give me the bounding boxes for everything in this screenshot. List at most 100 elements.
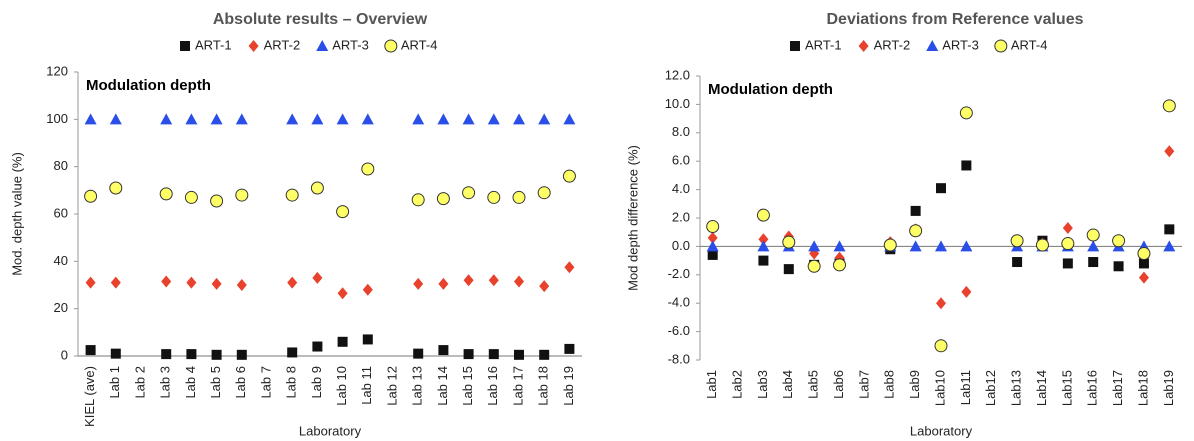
data-point xyxy=(1012,257,1023,268)
data-point xyxy=(462,186,476,200)
data-point xyxy=(539,280,550,293)
data-point xyxy=(512,190,526,204)
data-point xyxy=(311,113,324,125)
data-point xyxy=(286,113,299,125)
x-tick-label: Lab14 xyxy=(1034,370,1049,406)
annotation: Modulation depth xyxy=(708,81,833,98)
data-point xyxy=(463,349,474,360)
data-point xyxy=(961,160,972,171)
legend-marker xyxy=(316,40,329,51)
data-point xyxy=(758,233,769,246)
data-point xyxy=(210,194,224,208)
x-tick-label: Lab 11 xyxy=(359,366,374,405)
legend-marker xyxy=(926,40,939,51)
legend-label: ART-4 xyxy=(401,37,438,52)
x-tick-label: Lab 15 xyxy=(460,366,475,406)
data-point xyxy=(185,113,198,125)
data-point xyxy=(1112,234,1126,248)
data-point xyxy=(109,181,123,195)
data-point xyxy=(287,276,298,289)
x-tick-label: Lab19 xyxy=(1161,370,1176,406)
data-point xyxy=(1088,257,1099,268)
data-point xyxy=(1010,234,1024,248)
chart-title: Deviations from Reference values xyxy=(827,11,1084,28)
data-point xyxy=(808,240,821,252)
data-point xyxy=(564,261,575,274)
y-tick-label: 12.0 xyxy=(665,67,690,82)
legend-label: ART-3 xyxy=(332,37,369,52)
x-tick-label: Lab7 xyxy=(856,370,871,399)
x-tick-label: Lab17 xyxy=(1110,370,1125,406)
legend-label: ART-1 xyxy=(195,37,232,52)
x-axis-label: Laboratory xyxy=(299,423,362,438)
data-point xyxy=(936,183,946,194)
data-point xyxy=(84,113,97,125)
x-tick-label: Lab 8 xyxy=(284,366,299,399)
data-point xyxy=(210,113,223,125)
x-tick-label: Lab 6 xyxy=(233,366,248,399)
data-point xyxy=(362,283,373,296)
y-axis-label: Mod depth difference (%) xyxy=(625,145,640,291)
x-tick-label: Lab11 xyxy=(958,370,973,405)
x-tick-label: Lab5 xyxy=(806,370,821,399)
data-point xyxy=(235,113,248,125)
data-point xyxy=(312,271,323,284)
data-point xyxy=(236,349,247,360)
data-point xyxy=(488,349,499,360)
data-point xyxy=(514,275,524,288)
x-tick-label: Lab 9 xyxy=(309,366,324,399)
x-tick-label: Lab 16 xyxy=(485,366,500,406)
data-point xyxy=(436,192,450,206)
data-point xyxy=(310,181,324,195)
y-tick-label: -8.0 xyxy=(668,351,690,366)
data-point xyxy=(883,238,897,252)
x-tick-label: Lab 12 xyxy=(384,366,399,406)
x-tick-label: KIEL (ave) xyxy=(82,366,97,427)
data-point xyxy=(707,231,718,244)
data-point xyxy=(336,205,350,219)
data-point xyxy=(463,274,474,287)
data-point xyxy=(706,240,719,252)
data-point xyxy=(161,275,172,288)
x-tick-label: Lab13 xyxy=(1009,370,1024,406)
data-point xyxy=(537,186,551,200)
data-point xyxy=(336,113,349,125)
data-point xyxy=(337,336,348,347)
legend-marker xyxy=(858,40,869,52)
data-point xyxy=(413,277,424,290)
x-tick-label: Lab 10 xyxy=(334,366,349,406)
data-point xyxy=(1164,145,1175,158)
data-point xyxy=(960,240,973,252)
x-tick-label: Lab 2 xyxy=(132,366,147,399)
x-tick-label: Lab18 xyxy=(1135,370,1150,406)
data-point xyxy=(361,162,375,176)
y-tick-label: 8.0 xyxy=(672,124,690,139)
x-tick-label: Lab 1 xyxy=(107,366,122,399)
data-point xyxy=(211,349,222,360)
data-point xyxy=(1163,240,1176,252)
data-point xyxy=(337,287,348,300)
y-tick-label: 20 xyxy=(54,300,68,315)
data-point xyxy=(959,106,973,120)
data-point xyxy=(487,190,501,204)
y-tick-label: -2.0 xyxy=(668,266,690,281)
x-tick-label: Lab 7 xyxy=(258,366,273,399)
data-point xyxy=(706,220,720,234)
x-tick-label: Lab 5 xyxy=(208,366,223,399)
data-point xyxy=(84,189,98,203)
data-point xyxy=(361,113,374,125)
data-point xyxy=(412,113,425,125)
data-point xyxy=(312,341,323,352)
x-tick-label: Lab6 xyxy=(831,370,846,399)
data-point xyxy=(287,347,298,358)
x-tick-label: Lab 17 xyxy=(510,366,525,406)
data-point xyxy=(159,187,173,201)
x-tick-label: Lab10 xyxy=(932,370,947,406)
data-point xyxy=(186,349,197,360)
data-point xyxy=(437,113,450,125)
y-tick-label: -6.0 xyxy=(668,323,690,338)
data-point xyxy=(909,240,922,252)
data-point xyxy=(1086,228,1100,242)
data-point xyxy=(1062,221,1073,234)
data-point xyxy=(935,240,947,252)
